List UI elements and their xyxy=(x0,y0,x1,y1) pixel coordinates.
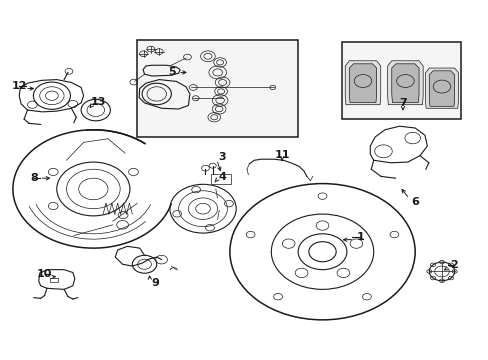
Text: 3: 3 xyxy=(218,152,226,162)
Text: 11: 11 xyxy=(274,150,289,160)
Text: 1: 1 xyxy=(355,232,363,242)
Text: 4: 4 xyxy=(218,172,226,182)
Text: 6: 6 xyxy=(410,197,418,207)
Text: 9: 9 xyxy=(151,278,160,288)
Text: 12: 12 xyxy=(11,81,27,91)
Text: 8: 8 xyxy=(30,173,38,183)
Bar xyxy=(211,174,230,184)
Polygon shape xyxy=(345,61,380,105)
Polygon shape xyxy=(387,61,422,105)
Text: 10: 10 xyxy=(37,269,52,279)
Polygon shape xyxy=(425,68,458,108)
Text: 7: 7 xyxy=(398,98,406,108)
Text: 5: 5 xyxy=(168,67,176,77)
Bar xyxy=(50,278,58,282)
Text: 13: 13 xyxy=(90,97,106,107)
Polygon shape xyxy=(391,64,418,103)
Polygon shape xyxy=(428,71,454,106)
Bar xyxy=(137,40,298,137)
Text: 2: 2 xyxy=(449,260,457,270)
Bar xyxy=(341,42,461,119)
Polygon shape xyxy=(348,64,376,103)
